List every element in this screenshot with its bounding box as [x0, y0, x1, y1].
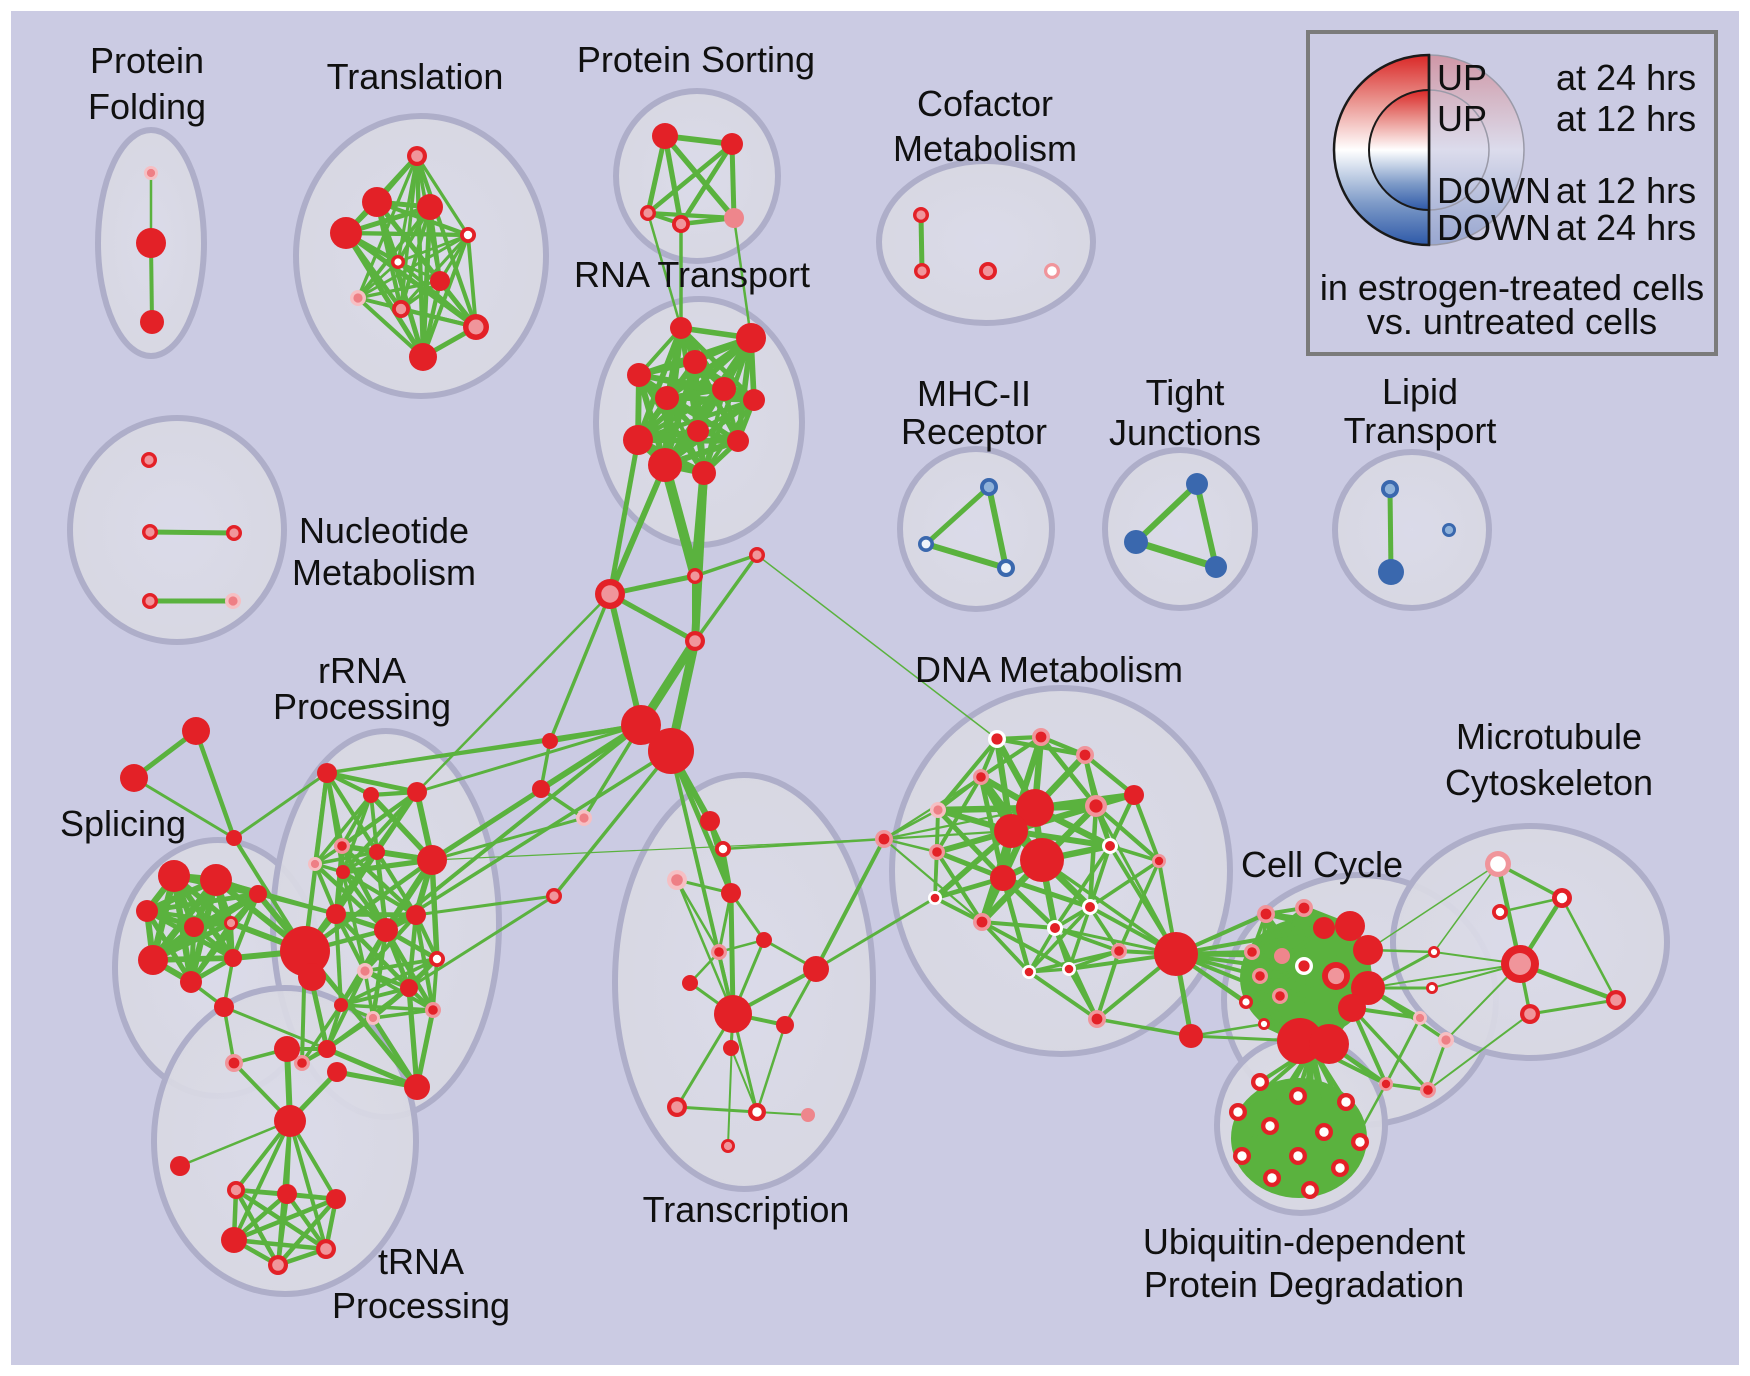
- svg-text:at 24 hrs: at 24 hrs: [1556, 207, 1696, 248]
- svg-text:DOWN: DOWN: [1437, 207, 1551, 248]
- svg-text:Lipid: Lipid: [1382, 371, 1458, 412]
- svg-text:Transport: Transport: [1344, 410, 1497, 451]
- svg-text:Processing: Processing: [332, 1285, 510, 1326]
- svg-text:Transcription: Transcription: [643, 1189, 850, 1230]
- svg-text:UP: UP: [1437, 98, 1487, 139]
- svg-text:MHC-II: MHC-II: [917, 373, 1031, 414]
- svg-text:Translation: Translation: [327, 56, 504, 97]
- svg-text:at 24 hrs: at 24 hrs: [1556, 57, 1696, 98]
- svg-text:Protein: Protein: [90, 40, 204, 81]
- svg-text:Ubiquitin-dependent: Ubiquitin-dependent: [1143, 1221, 1465, 1262]
- svg-text:Cytoskeleton: Cytoskeleton: [1445, 762, 1653, 803]
- svg-text:Cofactor: Cofactor: [917, 83, 1053, 124]
- svg-text:Tight: Tight: [1146, 372, 1225, 413]
- svg-text:DNA Metabolism: DNA Metabolism: [915, 649, 1183, 690]
- svg-text:RNA Transport: RNA Transport: [574, 254, 810, 295]
- svg-text:Cell Cycle: Cell Cycle: [1241, 844, 1403, 885]
- svg-text:Protein Sorting: Protein Sorting: [577, 39, 815, 80]
- svg-text:Microtubule: Microtubule: [1456, 716, 1642, 757]
- svg-text:Folding: Folding: [88, 86, 206, 127]
- svg-text:Splicing: Splicing: [60, 803, 186, 844]
- svg-text:Protein Degradation: Protein Degradation: [1144, 1264, 1464, 1305]
- svg-text:Receptor: Receptor: [901, 411, 1047, 452]
- svg-text:Metabolism: Metabolism: [292, 552, 476, 593]
- svg-text:Nucleotide: Nucleotide: [299, 510, 469, 551]
- svg-text:at 12 hrs: at 12 hrs: [1556, 98, 1696, 139]
- svg-text:Metabolism: Metabolism: [893, 128, 1077, 169]
- svg-text:in estrogen-treated cells: in estrogen-treated cells: [1320, 267, 1704, 308]
- svg-text:UP: UP: [1437, 57, 1487, 98]
- svg-text:at 12 hrs: at 12 hrs: [1556, 170, 1696, 211]
- svg-text:tRNA: tRNA: [378, 1241, 464, 1282]
- svg-text:Junctions: Junctions: [1109, 412, 1261, 453]
- svg-text:vs. untreated cells: vs. untreated cells: [1367, 301, 1657, 342]
- svg-text:DOWN: DOWN: [1437, 170, 1551, 211]
- svg-text:Processing: Processing: [273, 686, 451, 727]
- svg-text:rRNA: rRNA: [318, 650, 406, 691]
